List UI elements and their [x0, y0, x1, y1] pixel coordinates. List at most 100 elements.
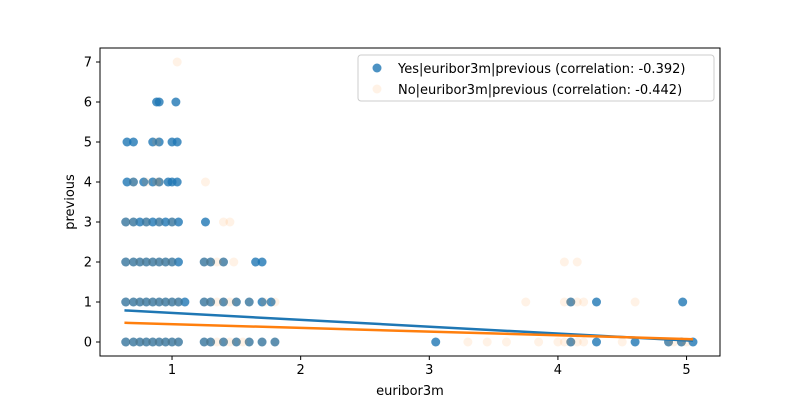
point-no-55	[579, 297, 589, 307]
point-yes-83	[171, 97, 181, 107]
x-axis-label: euribor3m	[376, 384, 444, 399]
point-no-73	[128, 217, 138, 227]
point-no-17	[257, 337, 267, 347]
point-yes-77	[148, 137, 158, 147]
point-yes-6	[161, 337, 171, 347]
point-yes-51	[173, 257, 183, 267]
point-no-43	[206, 297, 216, 307]
point-yes-26	[141, 297, 151, 307]
point-yes-32	[180, 297, 190, 307]
point-yes-14	[257, 337, 267, 347]
point-no-50	[270, 297, 280, 307]
point-no-13	[225, 337, 235, 347]
point-no-15	[238, 337, 248, 347]
point-yes-24	[128, 297, 138, 307]
x-tick-label-2: 2	[297, 363, 305, 378]
legend-entry-no: No|euribor3m|previous (correlation: -0.4…	[398, 83, 682, 98]
point-no-40	[167, 297, 177, 307]
point-yes-54	[218, 257, 228, 267]
point-no-83	[200, 177, 210, 187]
point-no-49	[260, 297, 270, 307]
point-yes-19	[630, 337, 640, 347]
point-no-20	[482, 337, 492, 347]
x-tick-label-3: 3	[425, 363, 433, 378]
point-yes-70	[148, 177, 158, 187]
point-no-60	[141, 257, 151, 267]
point-yes-29	[161, 297, 171, 307]
point-yes-63	[161, 217, 171, 227]
point-no-35	[135, 297, 145, 307]
x-tick-label-4: 4	[554, 363, 562, 378]
point-no-25	[566, 337, 576, 347]
series-yes-points	[121, 97, 698, 347]
point-no-0	[121, 337, 131, 347]
point-no-28	[617, 337, 627, 347]
point-yes-28	[154, 297, 164, 307]
y-tick-label-2: 2	[84, 256, 92, 271]
point-yes-4	[148, 337, 158, 347]
point-no-51	[521, 297, 531, 307]
point-no-61	[148, 257, 158, 267]
legend-marker-no	[372, 84, 382, 94]
point-yes-66	[200, 217, 210, 227]
point-yes-18	[592, 337, 602, 347]
point-yes-49	[161, 257, 171, 267]
plot-frame	[99, 47, 721, 357]
point-yes-46	[141, 257, 151, 267]
point-yes-16	[431, 337, 441, 347]
point-yes-27	[148, 297, 158, 307]
point-no-10	[206, 337, 216, 347]
point-yes-7	[167, 337, 177, 347]
point-no-22	[534, 337, 544, 347]
point-yes-52	[199, 257, 209, 267]
point-yes-48	[154, 257, 164, 267]
point-no-75	[154, 217, 164, 227]
point-no-56	[630, 297, 640, 307]
point-yes-3	[141, 337, 151, 347]
point-no-63	[161, 257, 171, 267]
point-no-42	[199, 297, 209, 307]
point-yes-75	[122, 137, 132, 147]
point-yes-68	[128, 177, 138, 187]
point-no-26	[572, 337, 582, 347]
point-yes-5	[154, 337, 164, 347]
legend-entry-yes: Yes|euribor3m|previous (correlation: -0.…	[397, 62, 685, 77]
point-no-11	[212, 337, 222, 347]
point-no-18	[270, 337, 280, 347]
point-no-81	[152, 177, 162, 187]
point-yes-69	[139, 177, 149, 187]
legend-marker-yes	[372, 63, 382, 73]
point-no-78	[225, 217, 235, 227]
point-no-64	[167, 257, 177, 267]
point-no-3	[141, 337, 151, 347]
point-no-5	[154, 337, 164, 347]
point-no-79	[128, 177, 138, 187]
point-no-74	[141, 217, 151, 227]
point-no-45	[218, 297, 228, 307]
x-tick-label-1: 1	[168, 363, 176, 378]
point-yes-53	[206, 257, 216, 267]
y-tick-label-4: 4	[84, 176, 92, 191]
point-yes-39	[266, 297, 276, 307]
point-no-59	[135, 257, 145, 267]
point-no-70	[559, 257, 569, 267]
point-yes-25	[135, 297, 145, 307]
point-no-52	[559, 297, 569, 307]
point-yes-34	[206, 297, 216, 307]
y-tick-label-5: 5	[84, 136, 92, 151]
y-axis: 0 1 2 3 4 5 6 7	[84, 56, 100, 351]
point-yes-10	[206, 337, 216, 347]
legend-box	[357, 54, 715, 102]
point-yes-15	[270, 337, 280, 347]
point-yes-74	[172, 177, 182, 187]
point-no-16	[244, 337, 254, 347]
legend: Yes|euribor3m|previous (correlation: -0.…	[357, 54, 715, 102]
point-yes-30	[167, 297, 177, 307]
point-yes-57	[121, 217, 131, 227]
point-no-44	[212, 297, 222, 307]
point-yes-50	[167, 257, 177, 267]
point-yes-59	[135, 217, 145, 227]
point-yes-67	[122, 177, 132, 187]
point-yes-31	[173, 297, 183, 307]
